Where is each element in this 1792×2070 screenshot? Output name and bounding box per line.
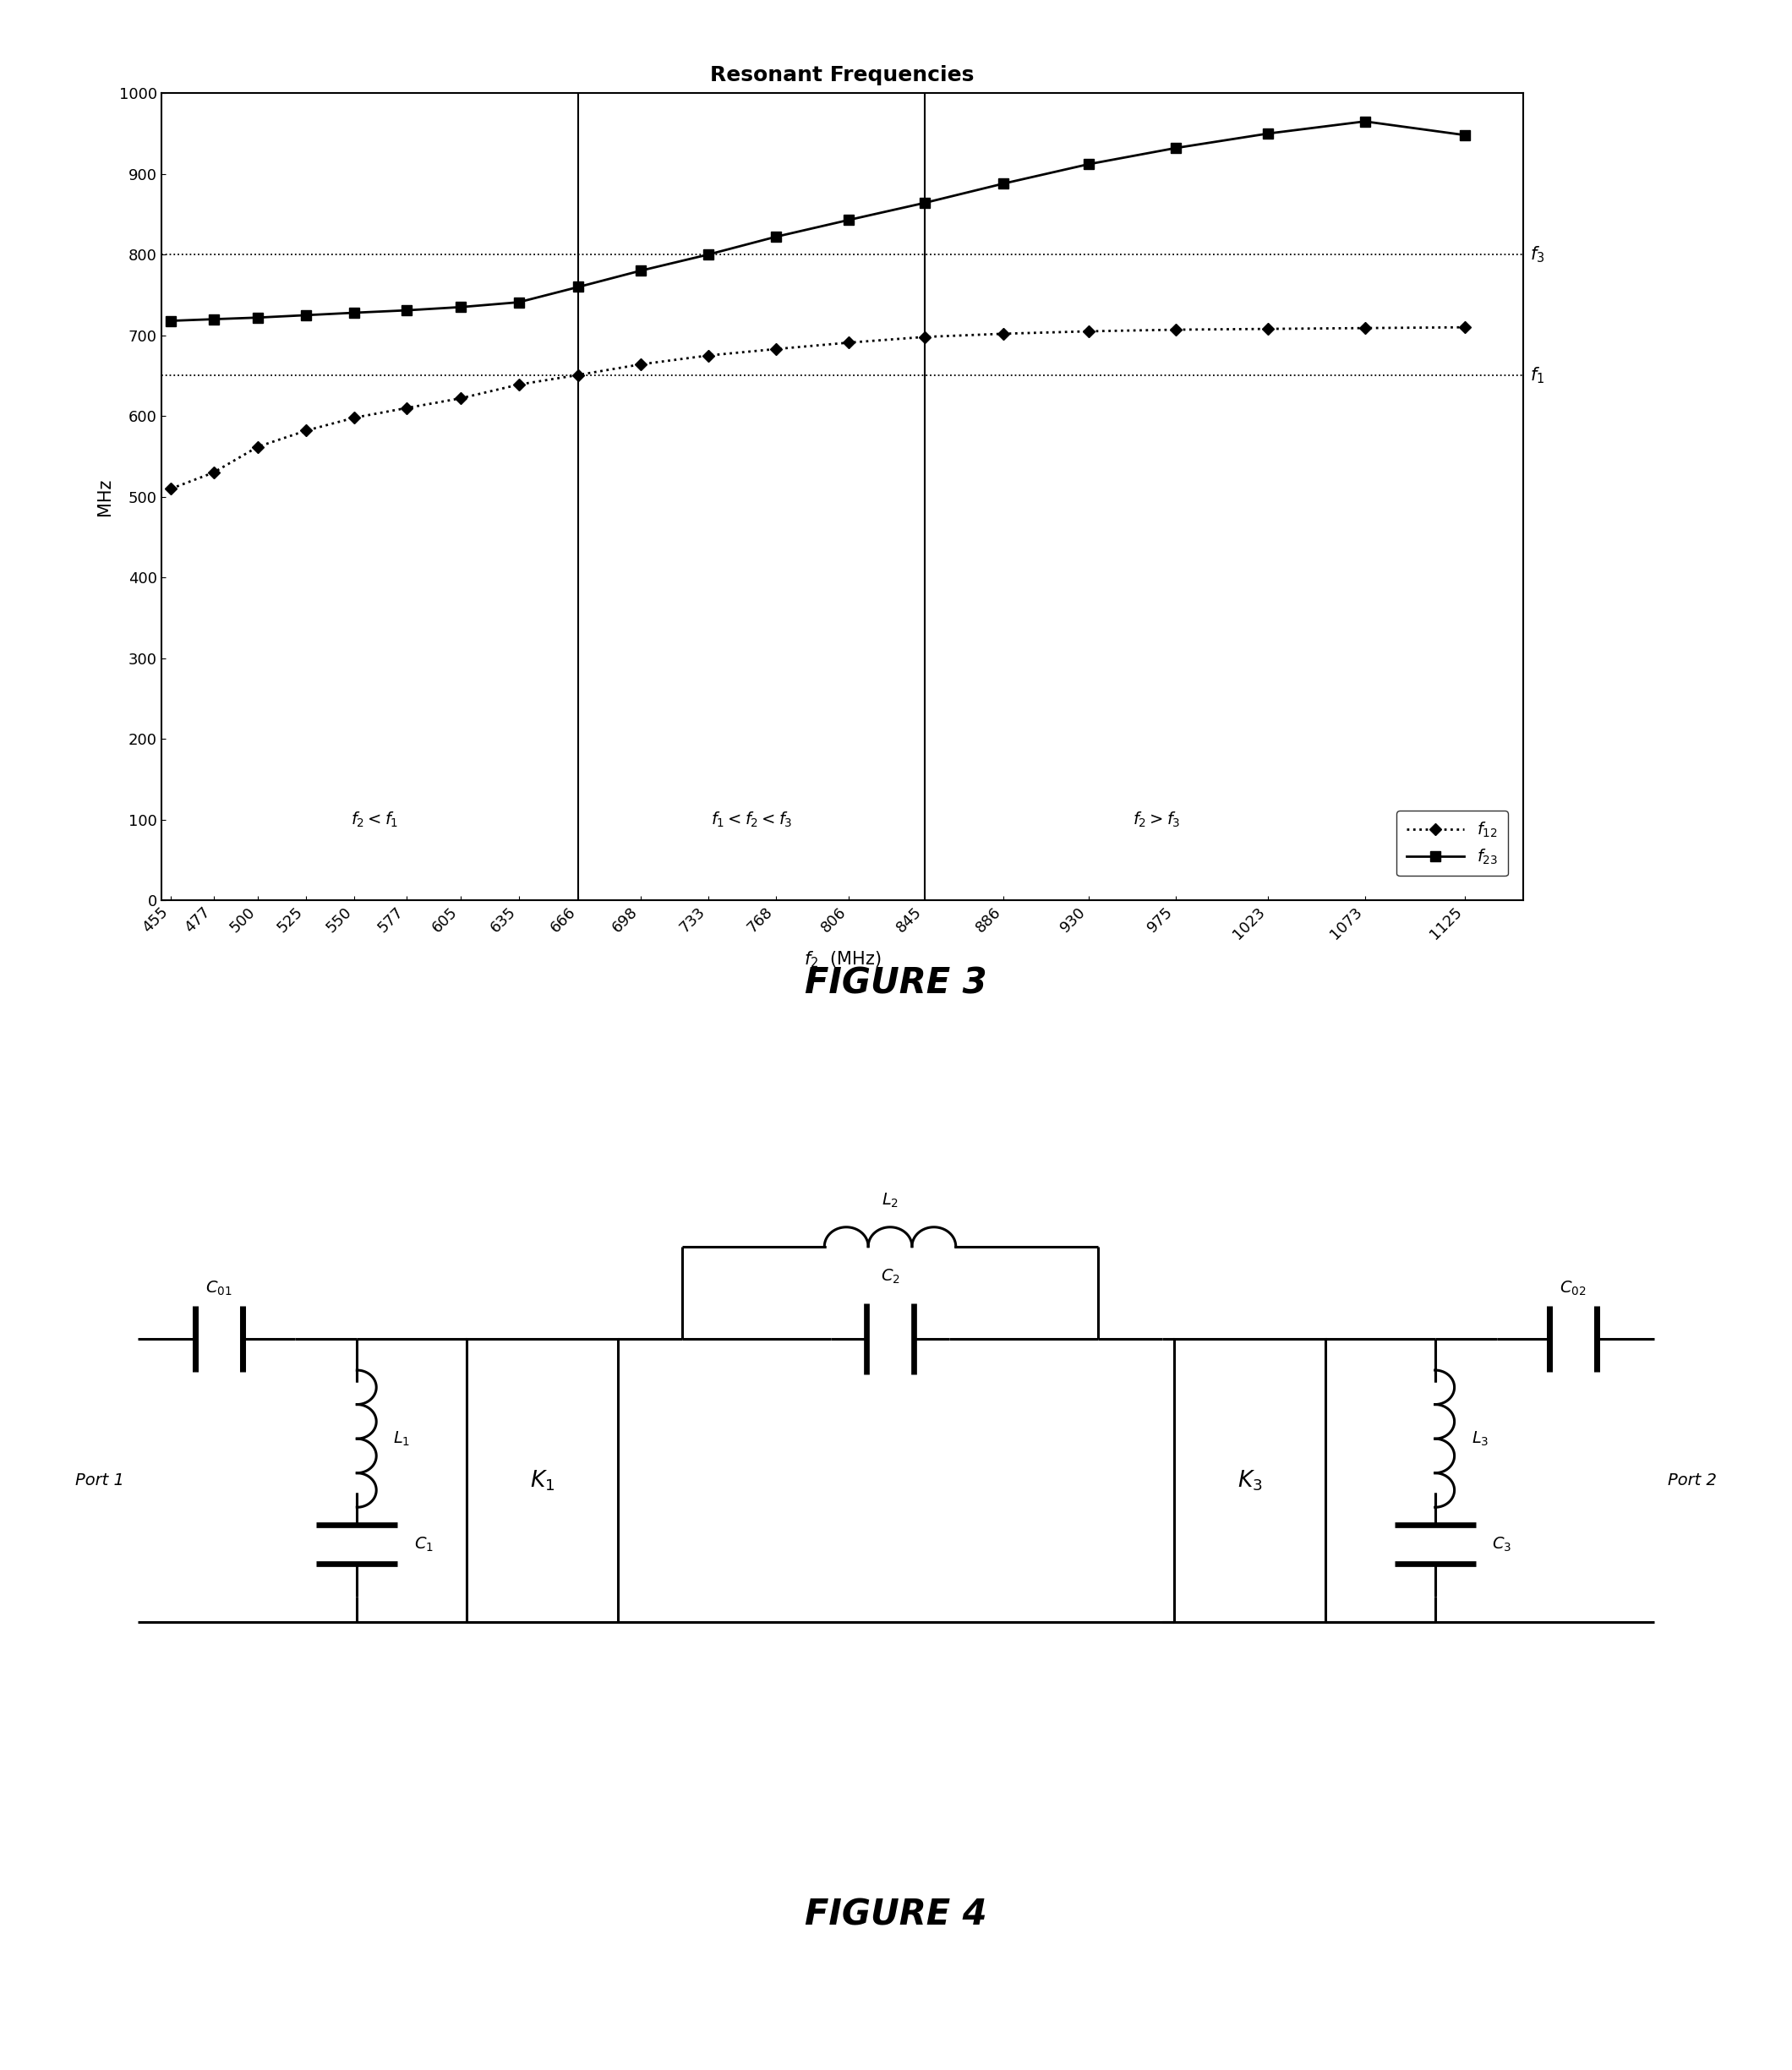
$f_{23}$ [1258,120,1279,145]
$f_{12}$ [450,385,471,410]
$f_{23}$ [765,224,787,248]
Line: $f_{12}$: $f_{12}$ [167,323,1469,493]
Text: FIGURE 4: FIGURE 4 [805,1896,987,1933]
$f_{23}$ [839,207,860,232]
$f_{23}$ [296,302,317,327]
$f_{12}$ [396,395,418,420]
Text: Port 1: Port 1 [75,1472,124,1488]
$f_{23}$ [159,308,181,333]
$f_{12}$ [344,406,366,431]
$f_{12}$ [1077,319,1098,344]
Text: $C_2$: $C_2$ [880,1267,900,1285]
$f_{23}$ [568,275,590,300]
Text: $L_1$: $L_1$ [392,1430,410,1447]
Text: $C_{02}$: $C_{02}$ [1559,1279,1586,1298]
Bar [1174,1339,1326,1623]
Text: Port 2: Port 2 [1668,1472,1717,1488]
$f_{23}$ [1355,110,1376,135]
$f_{23}$ [914,190,935,215]
$f_{12}$ [1165,317,1186,342]
$f_{12}$ [507,373,529,397]
$f_{12}$ [1258,317,1279,342]
$f_{12}$ [765,337,787,362]
$f_{12}$ [568,362,590,387]
Text: $f_2<f_1$: $f_2<f_1$ [351,809,398,830]
$f_{12}$ [914,325,935,350]
$f_{12}$ [202,460,224,484]
Text: $f_3$: $f_3$ [1530,244,1545,265]
$f_{12}$ [296,418,317,443]
$f_{23}$ [202,306,224,331]
Text: $f_1$: $f_1$ [1530,366,1545,385]
$f_{23}$ [697,242,719,267]
$f_{12}$ [697,344,719,368]
$f_{12}$ [1355,315,1376,339]
$f_{23}$ [247,304,269,329]
$f_{12}$ [839,331,860,356]
Text: $K_1$: $K_1$ [530,1468,556,1492]
Text: $C_{01}$: $C_{01}$ [206,1279,233,1298]
$f_{23}$ [450,294,471,319]
Text: FIGURE 3: FIGURE 3 [805,965,987,1002]
$f_{12}$ [247,435,269,460]
$f_{23}$ [507,290,529,315]
$f_{12}$ [629,352,650,377]
$f_{12}$ [159,476,181,501]
$f_{23}$ [1455,122,1477,147]
Text: $K_3$: $K_3$ [1236,1468,1262,1492]
$f_{23}$ [344,300,366,325]
Title: Resonant Frequencies: Resonant Frequencies [710,66,975,85]
$f_{23}$ [993,172,1014,197]
Text: $f_2>f_3$: $f_2>f_3$ [1133,809,1179,830]
Text: $L_2$: $L_2$ [882,1190,898,1209]
Text: $L_3$: $L_3$ [1471,1430,1489,1447]
$f_{23}$ [396,298,418,323]
Text: $f_1<f_2<f_3$: $f_1<f_2<f_3$ [711,809,792,830]
$f_{23}$ [1077,151,1098,176]
X-axis label: $f_2$  (MHz): $f_2$ (MHz) [803,950,882,969]
Bar [466,1339,618,1623]
Legend: $f_{12}$, $f_{23}$: $f_{12}$, $f_{23}$ [1396,811,1509,876]
Text: $C_3$: $C_3$ [1493,1536,1512,1555]
Text: $C_1$: $C_1$ [414,1536,434,1555]
$f_{12}$ [1455,315,1477,339]
$f_{12}$ [993,321,1014,346]
Line: $f_{23}$: $f_{23}$ [167,116,1469,325]
$f_{23}$ [629,259,650,284]
$f_{23}$ [1165,137,1186,161]
Y-axis label: MHz: MHz [97,478,113,515]
